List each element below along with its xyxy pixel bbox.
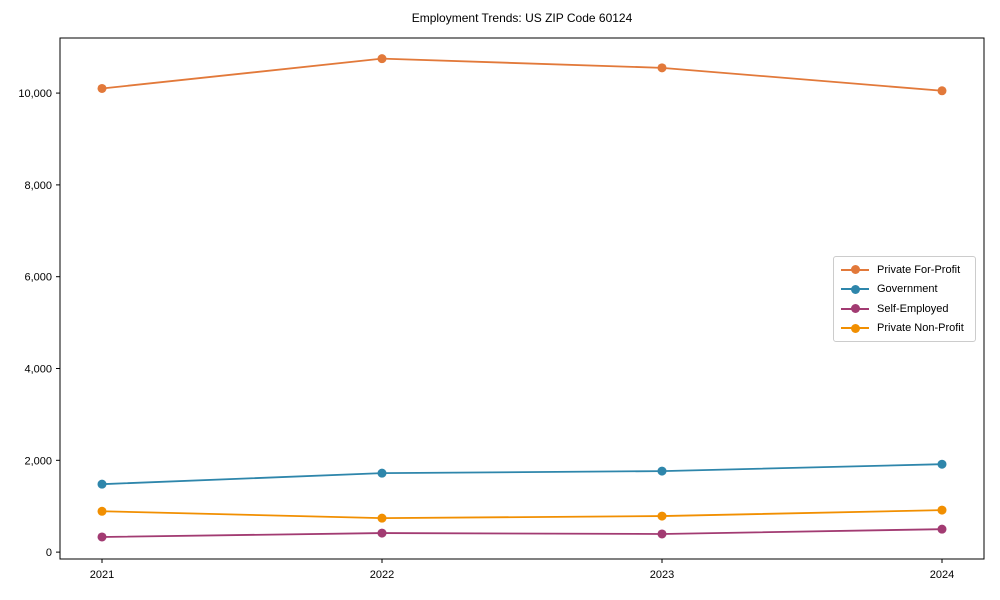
x-axis-tick-label: 2022 [370,569,394,581]
legend-line-marker-icon [841,265,869,275]
legend-item: Private For-Profit [841,261,968,279]
data-point-marker [377,528,387,538]
legend-label: Self-Employed [877,302,949,315]
series-line-3 [101,509,943,520]
data-point-marker [937,86,947,96]
y-axis-tick-label: 2,000 [24,455,52,467]
y-axis-tick-label: 10,000 [18,88,52,100]
legend-label: Private For-Profit [877,263,961,276]
y-axis-tick-label: 4,000 [24,364,52,376]
data-point-marker [657,63,667,73]
legend-item: Government [841,280,968,298]
series-line-1 [101,463,943,486]
data-point-marker [97,532,107,542]
legend-item: Self-Employed [841,300,968,318]
data-point-marker [937,459,947,469]
y-axis-tick-label: 6,000 [24,272,52,284]
legend-label: Private Non-Profit [877,322,964,335]
data-point-marker [97,479,107,489]
series-line-2 [101,528,943,538]
legend-line-marker-icon [841,323,869,333]
data-point-marker [97,506,107,516]
series-line-0 [101,57,943,92]
y-axis-tick-label: 8,000 [24,180,52,192]
data-point-marker [657,466,667,476]
legend-label: Government [877,283,938,296]
legend-item: Private Non-Profit [841,319,968,337]
y-axis-tick-label: 0 [46,547,52,559]
plot-frame [59,37,985,560]
x-axis-tick-label: 2023 [650,569,674,581]
x-axis-tick-label: 2024 [930,569,954,581]
legend-line-marker-icon [841,304,869,314]
legend: Private For-Profit Government Self-Employe… [833,256,976,342]
data-point-marker [937,524,947,534]
data-point-marker [97,83,107,93]
x-axis-tick-label: 2021 [90,569,114,581]
data-point-marker [657,511,667,521]
data-point-marker [377,513,387,523]
data-point-marker [377,468,387,478]
data-point-marker [377,54,387,64]
data-point-marker [657,529,667,539]
data-point-marker [937,505,947,515]
chart-title: Employment Trends: US ZIP Code 60124 [411,11,633,25]
legend-line-marker-icon [841,284,869,294]
